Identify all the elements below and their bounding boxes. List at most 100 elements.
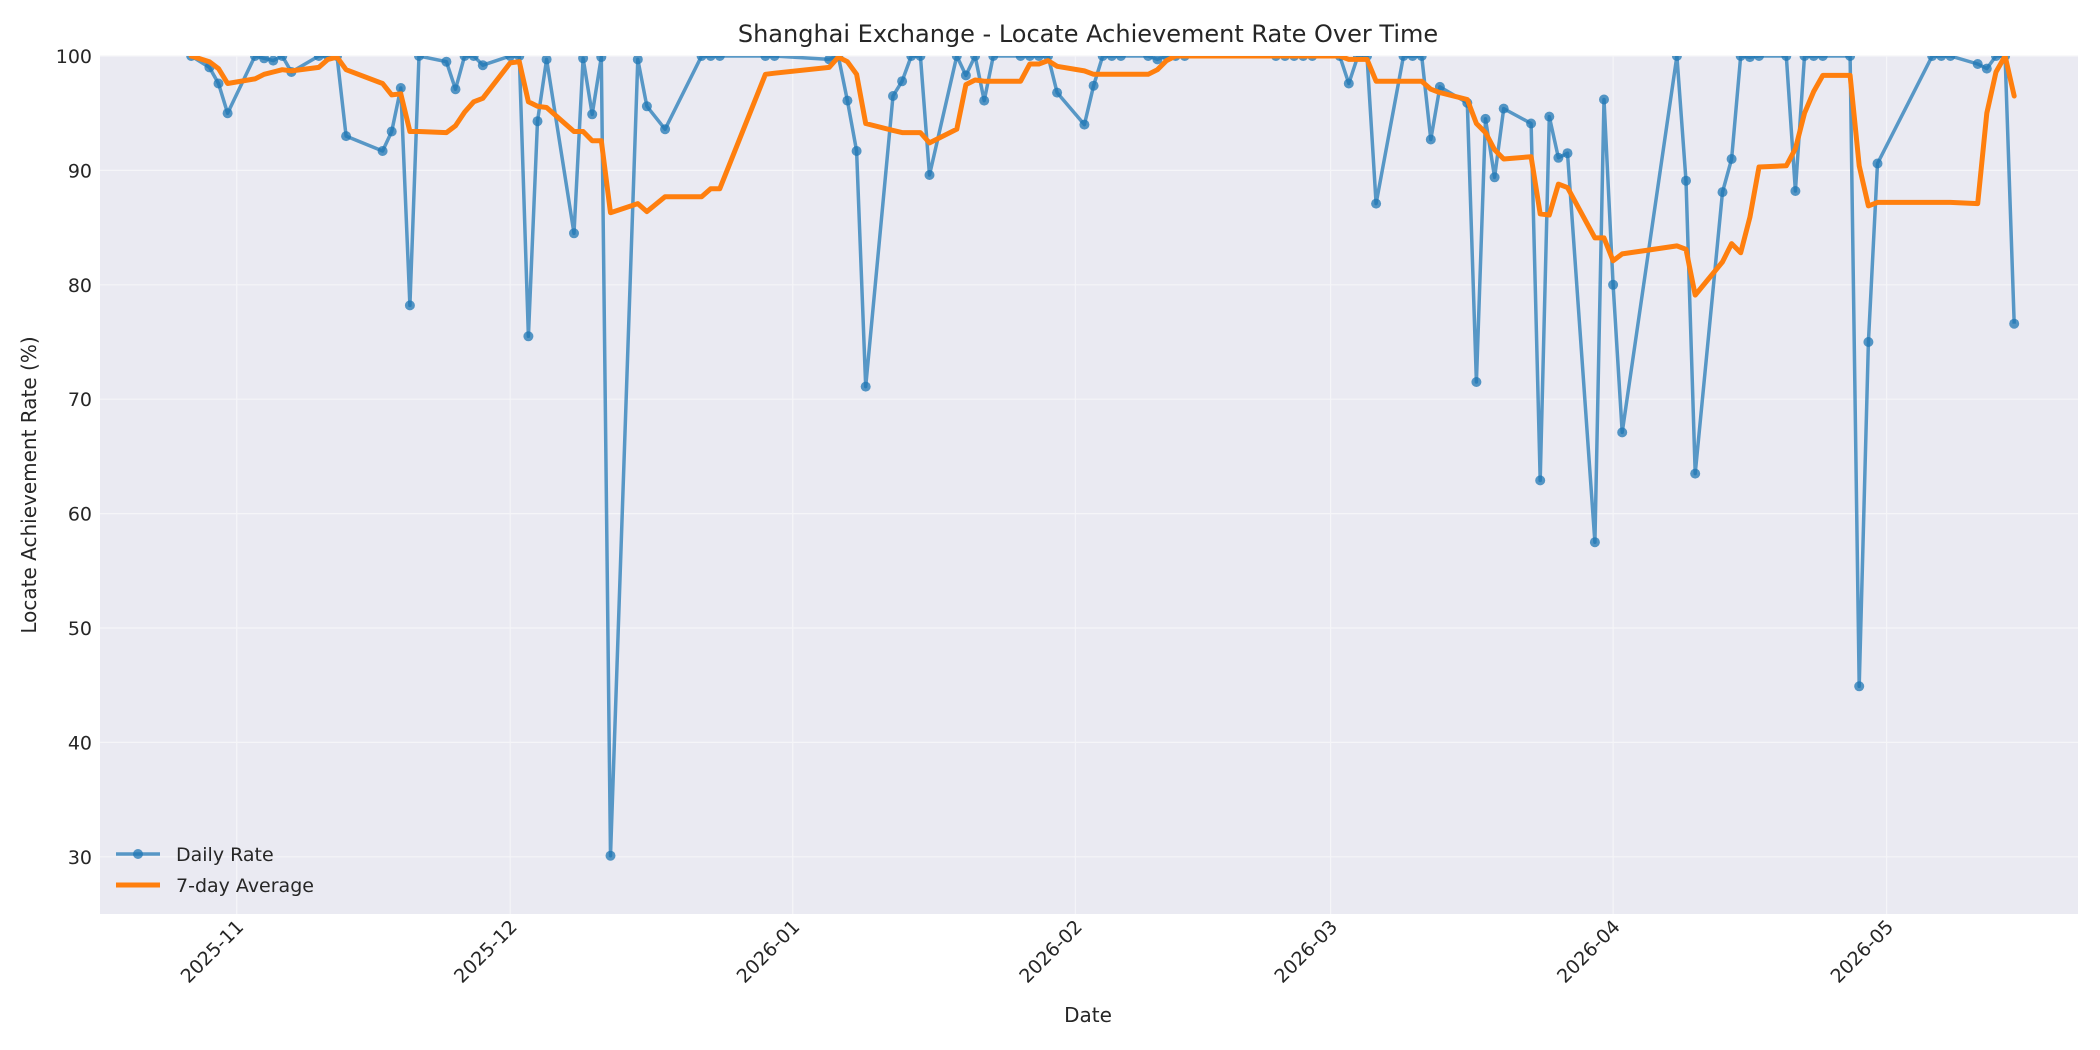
daily-rate-point: [1097, 56, 1108, 61]
daily-rate-point: [1726, 154, 1737, 164]
daily-rate-point: [268, 56, 279, 66]
daily-rate-point: [1425, 134, 1436, 145]
daily-rate-point: [505, 56, 516, 61]
daily-rate-point: [1735, 56, 1746, 61]
daily-rate-point: [897, 76, 908, 87]
y-tick-label: 100: [56, 46, 92, 68]
daily-rate-point: [1489, 172, 1500, 183]
x-axis-title: Date: [1064, 1003, 1112, 1027]
legend-label-daily-rate: Daily Rate: [176, 844, 274, 866]
daily-rate-point: [441, 56, 452, 67]
daily-rate-point: [1936, 56, 1947, 61]
daily-rate-point: [1808, 56, 1819, 61]
daily-rate-point: [1033, 56, 1044, 61]
daily-rate-point: [1690, 468, 1701, 479]
daily-rate-point: [1471, 377, 1482, 387]
daily-rate-point: [313, 56, 324, 61]
daily-rate-point: [641, 101, 652, 112]
daily-rate-point: [1863, 337, 1874, 347]
daily-rate-point: [1845, 56, 1856, 61]
daily-rate-point: [1599, 94, 1609, 105]
daily-rate-point: [222, 108, 233, 119]
daily-rate-point: [1416, 56, 1427, 61]
daily-rate-point: [860, 381, 871, 392]
daily-rate-point: [1617, 427, 1628, 438]
daily-rate-point: [1991, 56, 2001, 61]
daily-rate-point: [1052, 87, 1063, 98]
y-axis-title: Locate Achievement Rate (%): [17, 336, 41, 633]
daily-rate-point: [970, 56, 981, 61]
daily-rate-point: [1526, 118, 1537, 129]
y-axis-ticks: 30 40 50 60 70 80 90 100: [56, 46, 92, 869]
y-tick-label: 70: [68, 389, 92, 411]
daily-rate-point: [578, 56, 589, 64]
daily-rate-point: [1781, 56, 1792, 61]
daily-rate-point: [2009, 318, 2020, 329]
daily-rate-point: [1106, 56, 1117, 61]
daily-rate-point: [1945, 56, 1956, 61]
series-line-7-day-average: [188, 56, 2017, 298]
daily-rate-point: [924, 170, 935, 180]
legend-label-7-day-average: 7-day Average: [176, 875, 314, 897]
daily-rate-point: [1981, 63, 1992, 74]
daily-rate-point: [341, 131, 352, 142]
daily-rate-point: [1872, 158, 1883, 169]
daily-rate-point: [888, 91, 898, 101]
daily-rate-point: [1015, 56, 1026, 61]
daily-rate-point: [769, 56, 780, 61]
daily-rate-point: [1927, 56, 1938, 61]
daily-rate-point: [213, 78, 224, 89]
daily-rate-point: [377, 146, 388, 156]
daily-rate-point: [1717, 187, 1728, 198]
daily-rate-point: [988, 56, 999, 61]
daily-rate-point: [1079, 119, 1090, 130]
y-tick-label: 80: [68, 275, 92, 297]
daily-rate-point: [1371, 198, 1382, 209]
daily-rate-point: [842, 95, 853, 106]
daily-rate-point: [1024, 56, 1035, 61]
daily-rate-point: [1115, 56, 1126, 61]
daily-rate-point: [1143, 56, 1154, 61]
daily-rate-point: [404, 300, 415, 311]
daily-rate-point: [277, 56, 288, 61]
daily-rate-point: [1589, 537, 1600, 548]
daily-rate-point: [532, 116, 543, 127]
daily-rate-point: [1152, 56, 1163, 65]
daily-rate-point: [414, 56, 424, 61]
daily-rate-point: [1544, 111, 1555, 122]
daily-rate-point: [660, 124, 671, 135]
daily-rate-point: [1088, 80, 1099, 91]
daily-rate-point: [1343, 78, 1354, 89]
daily-rate-point: [696, 56, 707, 61]
gridlines: [100, 55, 2078, 914]
daily-rate-point: [1671, 56, 1682, 61]
daily-rate-point: [1744, 56, 1755, 63]
legend-daily-marker: [133, 849, 143, 859]
daily-rate-point: [1498, 103, 1509, 114]
daily-rate-point: [450, 84, 461, 95]
series-layer: [186, 56, 2020, 861]
legend-item-daily-rate: Daily Rate: [116, 844, 274, 866]
daily-rate-point: [386, 126, 397, 137]
daily-rate-point: [1854, 681, 1865, 692]
daily-rate-point: [605, 850, 616, 861]
daily-rate-point: [395, 83, 406, 93]
daily-rate-point: [951, 56, 962, 61]
daily-rate-point: [1972, 59, 1983, 69]
daily-rate-point: [596, 56, 607, 63]
daily-rate-point: [906, 56, 917, 61]
chart-title: Shanghai Exchange - Locate Achievement R…: [738, 20, 1438, 48]
daily-rate-point: [259, 56, 270, 64]
daily-rate-point: [468, 56, 479, 61]
daily-rate-point: [979, 95, 990, 106]
daily-rate-point: [760, 56, 771, 61]
daily-rate-point: [541, 56, 552, 65]
daily-rate-point: [705, 56, 716, 61]
daily-rate-point: [250, 56, 260, 61]
daily-rate-point: [1535, 475, 1546, 486]
y-tick-label: 40: [68, 732, 92, 754]
daily-rate-point: [1407, 56, 1418, 61]
daily-rate-point: [1608, 279, 1619, 290]
daily-rate-point: [1480, 113, 1491, 124]
daily-rate-point: [632, 56, 643, 65]
